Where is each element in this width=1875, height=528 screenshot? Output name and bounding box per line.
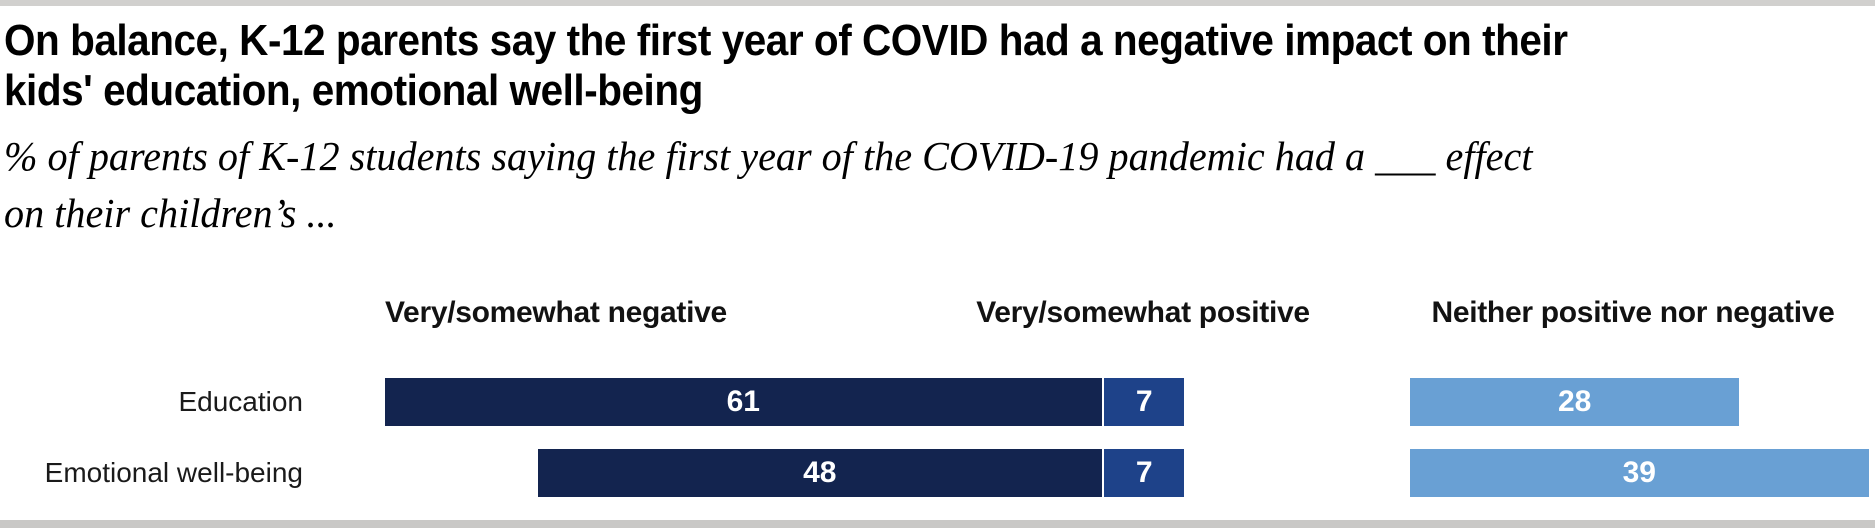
column-header-neither: Neither positive nor negative <box>1431 296 1835 329</box>
chart-title: On balance, K-12 parents say the first y… <box>4 16 1703 116</box>
bar-value-label: 61 <box>726 385 760 418</box>
chart-subtitle-line-1: % of parents of K-12 students saying the… <box>4 133 1533 179</box>
bar-education-negative: 61 <box>384 378 1102 426</box>
bar-value-label: 7 <box>1135 385 1153 418</box>
row-label-emotional-well-being: Emotional well-being <box>44 457 303 488</box>
bottom-border <box>0 520 1875 528</box>
top-border <box>0 0 1875 6</box>
column-header-negative: Very/somewhat negative <box>385 296 727 329</box>
chart-title-line-2: kids' education, emotional well-being <box>4 66 703 115</box>
bar-emotional-positive: 7 <box>1104 449 1185 497</box>
bar-value-label: 28 <box>1557 385 1592 418</box>
bar-value-label: 48 <box>803 456 837 489</box>
bar-emotional-neither: 39 <box>1410 449 1869 497</box>
bar-value-label: 7 <box>1135 456 1153 489</box>
bar-education-positive: 7 <box>1104 378 1185 426</box>
chart-subtitle-line-2: on their children’s ... <box>4 190 337 236</box>
bar-education-neither: 28 <box>1410 378 1740 426</box>
chart-title-line-1: On balance, K-12 parents say the first y… <box>4 16 1568 65</box>
chart-subtitle: % of parents of K-12 students saying the… <box>4 128 1564 242</box>
bar-value-label: 39 <box>1622 456 1656 489</box>
column-header-positive: Very/somewhat positive <box>976 296 1310 329</box>
row-label-education: Education <box>178 386 303 417</box>
bar-emotional-negative: 48 <box>537 449 1102 497</box>
